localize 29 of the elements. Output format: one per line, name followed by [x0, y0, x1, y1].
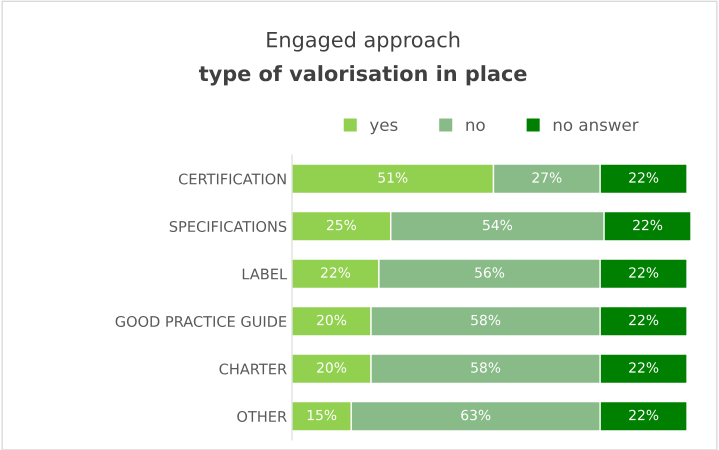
data-label: 51%	[378, 172, 408, 183]
data-label: 22%	[633, 220, 662, 230]
data-label: 54%	[483, 220, 512, 230]
data-label: 22%	[629, 410, 658, 420]
chart-title: Engaged approach	[267, 31, 460, 52]
data-label: 58%	[471, 314, 500, 326]
data-label: 22%	[629, 362, 658, 373]
y-tick-label: SPECIFICATIONS	[170, 220, 286, 232]
data-label: 63%	[461, 410, 490, 420]
data-label: 20%	[317, 314, 346, 326]
y-tick-label: GOOD PRACTICE GUIDE	[116, 316, 286, 327]
data-label: 22%	[321, 267, 350, 278]
data-label: 22%	[629, 267, 658, 278]
data-label: 22%	[629, 314, 658, 326]
y-tick-label: OTHER	[237, 410, 287, 422]
data-label: 20%	[317, 362, 346, 373]
data-label: 27%	[532, 172, 562, 183]
y-tick-label: CERTIFICATION	[178, 173, 286, 184]
legend-label: no	[466, 122, 485, 132]
data-label: 25%	[326, 220, 356, 230]
data-label: 56%	[475, 267, 504, 278]
data-label: 58%	[471, 362, 500, 373]
legend-label: yes	[370, 122, 398, 134]
data-label: 15%	[308, 410, 336, 420]
data-label: 22%	[629, 172, 658, 183]
y-tick-label: LABEL	[242, 268, 288, 280]
chart-subtitle: type of valorisation in place	[198, 65, 526, 86]
y-tick-label: CHARTER	[220, 363, 287, 374]
legend-label: no answer	[554, 122, 639, 132]
